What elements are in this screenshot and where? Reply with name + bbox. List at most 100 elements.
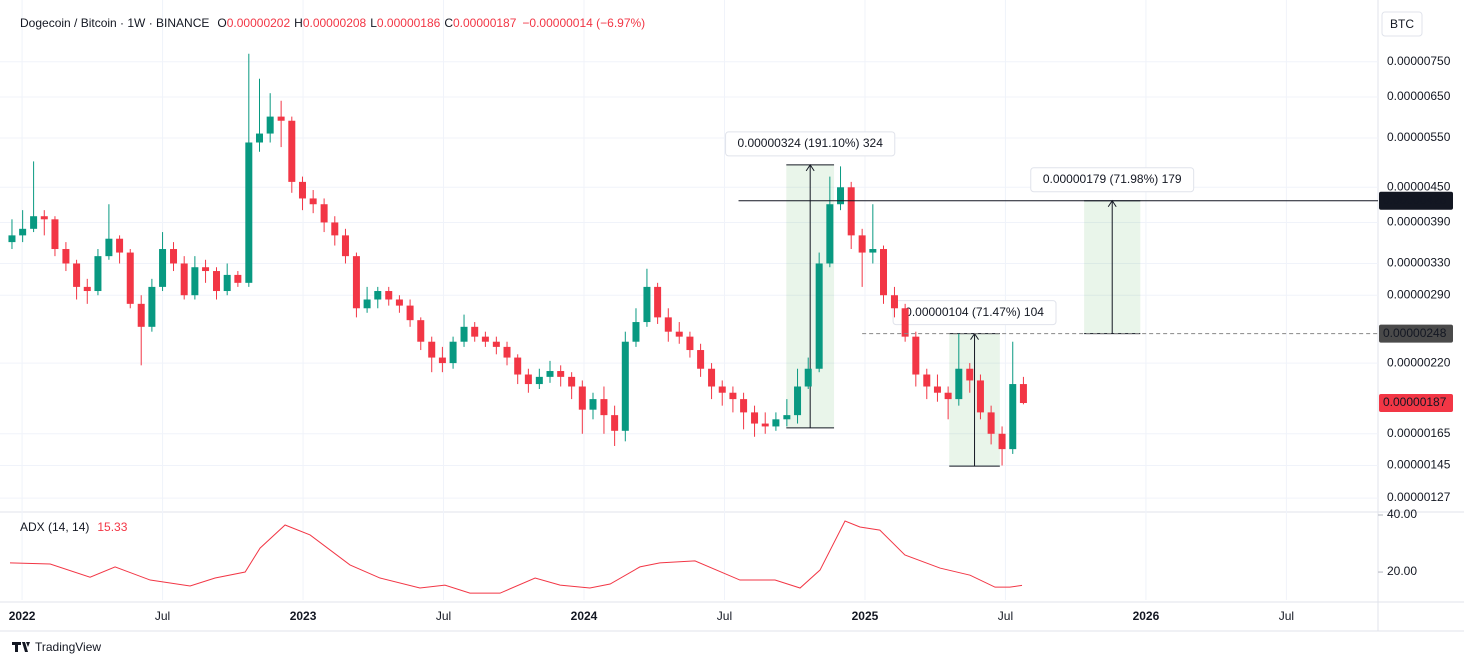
candle-body [19,228,27,236]
candle-body [320,204,328,223]
candle-body [137,303,145,327]
brand: TradingView [35,640,101,654]
candle-body [288,120,296,182]
currency: BTC [1390,17,1414,31]
candle-body [578,386,586,410]
measure-label: 0.00000324 (191.10%) 324 [737,136,883,150]
price-label-box [1379,394,1453,413]
candle-body [363,299,371,309]
candle-body [998,433,1006,450]
y-tick-label: 0.00000750 [1387,54,1451,68]
price-label-box [1379,191,1453,210]
candle-body [309,198,317,205]
candle-body [675,331,683,337]
y-tick-label: 0.00000145 [1387,458,1451,472]
candle-body [73,263,81,287]
candle-body [621,341,629,431]
x-tick-label: Jul [998,609,1013,623]
candle-body [503,346,511,358]
x-tick-label: 2025 [852,609,879,623]
candle-body [385,291,393,300]
candle-body [976,380,984,413]
candle-body [62,249,70,264]
price-label: 0.00000426 [1383,193,1447,207]
price-label: 0.00000248 [1383,326,1447,340]
x-tick-label: 2023 [290,609,317,623]
ohlc-value: 0.00000208 [303,16,367,30]
indicator-tick-label: 40.00 [1387,507,1417,521]
x-tick-label: 2022 [9,609,36,623]
y-tick-label: 0.00000127 [1387,490,1451,504]
candle-body [837,187,845,205]
candle-body [686,336,694,351]
price-label: 0.00000187 [1383,395,1447,409]
candle-body [1019,384,1027,404]
ohlc-key: H [294,16,303,30]
ohlc-key: L [370,16,377,30]
candle-body [880,249,888,296]
candle-body [191,267,199,296]
candle-body [449,341,457,364]
ohlc-key: C [444,16,453,30]
currency-box[interactable] [1381,11,1423,37]
candle-body [600,399,608,416]
candle-body [277,116,285,121]
x-tick-label: 2026 [1133,609,1160,623]
candle-body [729,392,737,400]
ohlc-value: 0.00000202 [227,16,291,30]
candle-body [923,374,931,387]
price-label-box [1379,324,1453,343]
candle-body [94,256,102,292]
measure-label-box [1030,167,1195,193]
candle-body [352,256,360,309]
candle-body [568,376,576,387]
candle-body [223,274,231,292]
candle-body [643,286,651,323]
candle-body [395,299,403,306]
candle-body [170,249,178,264]
candle-body [406,305,414,321]
candle-body [912,336,920,375]
candles [8,53,1027,466]
candle-body [815,263,823,369]
candle-body [341,235,349,257]
x-tick-label: Jul [1279,609,1294,623]
candle-body [213,271,221,292]
candle-body [460,326,468,342]
candle-body [708,368,716,387]
candle-body [933,386,941,393]
y-tick-label: 0.00000390 [1387,215,1451,229]
axes: 0.00000750 0.00000650 0.00000550 0.00000450… [9,54,1453,623]
candle-body [8,235,16,243]
candle-body [794,386,802,416]
grid [0,0,1383,600]
candle-body [481,336,489,342]
ohlc-value: 0.00000187 [453,16,517,30]
candle-body [535,376,543,385]
candle-body [1009,384,1017,450]
candle-body [30,216,38,229]
candle-body [471,326,479,337]
candle-body [944,392,952,400]
measure-label-box [892,300,1057,326]
candle-body [514,357,522,375]
candle-body [40,216,48,220]
candle-body [180,263,188,296]
candle-body [783,415,791,420]
candle-body [557,371,565,377]
measure-label-box [725,131,896,157]
candle-body [492,341,500,347]
candle-body [697,350,705,369]
measure-label: 0.00000104 (71.47%) 104 [905,305,1044,319]
candle-body [546,371,554,377]
legend-header: Dogecoin / Bitcoin · 1W · BINANCE O0.0000… [20,16,645,30]
x-tick-label: Jul [155,609,170,623]
ohlc-key: O [217,16,226,30]
candle-body [266,116,274,134]
candle-body [417,320,425,342]
candle-body [955,368,963,400]
candle-body [148,286,156,327]
